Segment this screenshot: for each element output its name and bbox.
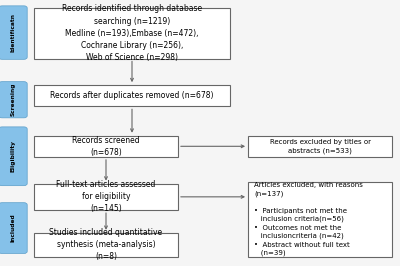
Text: Full-text articles assessed
for eligibility
(n=145): Full-text articles assessed for eligibil… bbox=[56, 180, 156, 214]
Text: Records identified through database
searching (n=1219)
Medline (n=193),Embase (n: Records identified through database sear… bbox=[62, 5, 202, 62]
FancyBboxPatch shape bbox=[34, 184, 178, 210]
Text: Records screened
(n=678): Records screened (n=678) bbox=[72, 136, 140, 157]
FancyBboxPatch shape bbox=[0, 6, 27, 59]
FancyBboxPatch shape bbox=[34, 136, 178, 157]
Text: Records excluded by titles or
abstracts (n=533): Records excluded by titles or abstracts … bbox=[270, 139, 370, 154]
Text: Records after duplicates removed (n=678): Records after duplicates removed (n=678) bbox=[50, 91, 214, 100]
FancyBboxPatch shape bbox=[0, 127, 27, 186]
FancyBboxPatch shape bbox=[0, 203, 27, 253]
FancyBboxPatch shape bbox=[34, 233, 178, 257]
FancyBboxPatch shape bbox=[248, 136, 392, 157]
FancyBboxPatch shape bbox=[34, 85, 230, 106]
Text: Included: Included bbox=[10, 214, 16, 242]
Text: Articles excluded, with reasons
(n=137)

•  Participants not met the
   inclusio: Articles excluded, with reasons (n=137) … bbox=[254, 182, 363, 256]
Text: Studies included quantitative
synthesis (meta-analysis)
(n=8): Studies included quantitative synthesis … bbox=[50, 228, 162, 261]
FancyBboxPatch shape bbox=[248, 182, 392, 257]
FancyBboxPatch shape bbox=[0, 82, 27, 118]
Text: Eligibility: Eligibility bbox=[10, 140, 16, 172]
Text: Screening: Screening bbox=[10, 83, 16, 117]
Text: Identificatn: Identificatn bbox=[10, 13, 16, 52]
FancyBboxPatch shape bbox=[34, 8, 230, 59]
